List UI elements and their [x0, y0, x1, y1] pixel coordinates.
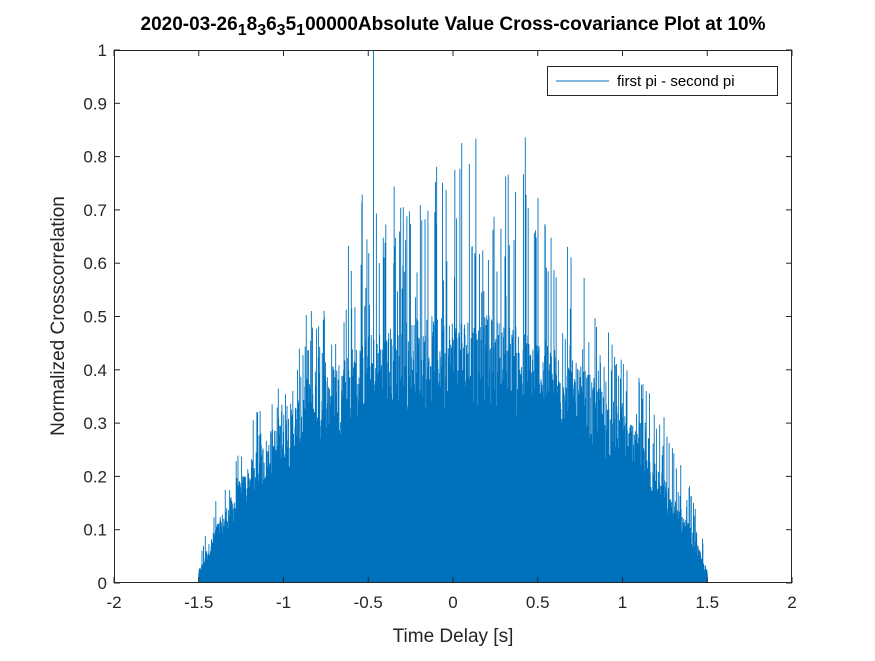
x-tick-label: 1.5: [695, 593, 719, 612]
y-axis-label: Normalized Crosscorrelation: [48, 196, 69, 436]
y-tick-label: 0.8: [83, 148, 107, 167]
title-segment: 8: [247, 14, 258, 35]
title-subscript: 1: [238, 22, 247, 39]
chart-title: 2020-03-26183635100000Absolute Value Cro…: [141, 14, 766, 39]
title-segment: 5: [286, 14, 297, 35]
x-tick-label: 0: [448, 593, 457, 612]
x-axis-label: Time Delay [s]: [393, 626, 514, 647]
title-segment: 2020-03-26: [141, 14, 238, 35]
y-tick-label: 1: [98, 41, 107, 60]
title-subscript: 3: [277, 22, 286, 39]
y-tick-label: 0.1: [83, 521, 107, 540]
y-tick-label: 0.2: [83, 467, 107, 486]
title-layer: 2020-03-26183635100000Absolute Value Cro…: [141, 14, 766, 39]
x-tick-label: 1: [618, 593, 627, 612]
y-tick-label: 0.6: [83, 254, 107, 273]
legend-entry-label: first pi - second pi: [617, 73, 735, 90]
title-subscript: 3: [257, 22, 266, 39]
x-tick-label: 0.5: [526, 593, 550, 612]
x-tick-label: 2: [787, 593, 796, 612]
legend[interactable]: first pi - second pi: [547, 66, 778, 96]
y-tick-label: 0: [98, 574, 107, 593]
y-tick-label: 0.4: [83, 361, 107, 380]
x-tick-label: -2: [106, 593, 121, 612]
y-tick-label: 0.5: [83, 308, 107, 327]
y-tick-label: 0.3: [83, 414, 107, 433]
title-subscript: 1: [296, 22, 305, 39]
y-tick-label: 0.7: [83, 201, 107, 220]
series-dense-core: [198, 408, 708, 583]
tick-layer: -2 -1.5 -1 -0.5 0 0.5 1 1.5 2 0 0.1 0.2 0.3 0.4 0.5 0.6…: [83, 41, 796, 612]
x-tick-label: -1.5: [184, 593, 213, 612]
title-segment: 6: [266, 14, 277, 35]
x-tick-label: -0.5: [354, 593, 383, 612]
x-tick-label: -1: [276, 593, 291, 612]
title-segment: 00000Absolute Value Cross-covariance Plo…: [305, 14, 766, 35]
y-tick-label: 0.9: [83, 94, 107, 113]
